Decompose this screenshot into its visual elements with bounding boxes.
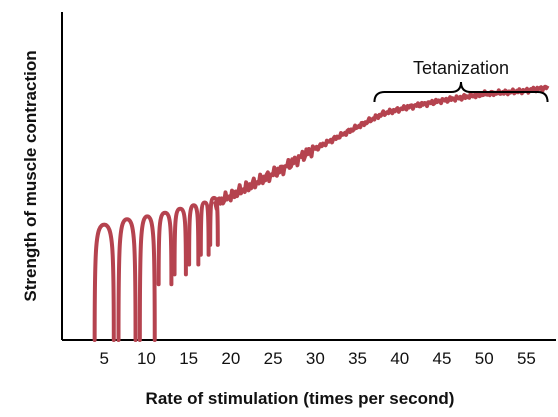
plot-area	[92, 84, 550, 342]
x-tick-label: 20	[221, 349, 240, 368]
twitch-peak	[92, 222, 116, 342]
x-tick-label: 5	[99, 349, 108, 368]
contraction-strength-line	[212, 84, 550, 211]
twitch-peak	[116, 217, 138, 342]
twitch-peak	[187, 203, 201, 267]
x-axis-title: Rate of stimulation (times per second)	[146, 389, 455, 408]
x-tick-label: 30	[306, 349, 325, 368]
x-tick-label: 25	[264, 349, 283, 368]
twitch-peak	[137, 214, 157, 342]
axes	[61, 12, 556, 341]
x-tick-label: 35	[348, 349, 367, 368]
twitch-peak	[156, 210, 174, 287]
tetanization-label: Tetanization	[413, 58, 509, 78]
twitch-peak	[172, 206, 188, 277]
y-axis-title: Strength of muscle contraction	[21, 50, 40, 301]
twitch-peak	[208, 195, 220, 247]
x-tick-label: 10	[137, 349, 156, 368]
x-tick-label: 40	[390, 349, 409, 368]
x-tick-labels: 5 10 15 20 25 30 35 40 45 50 55	[99, 349, 535, 368]
x-tick-label: 50	[475, 349, 494, 368]
x-tick-label: 15	[179, 349, 198, 368]
twitch-peak	[198, 200, 211, 257]
x-tick-label: 55	[517, 349, 536, 368]
x-tick-label: 45	[433, 349, 452, 368]
